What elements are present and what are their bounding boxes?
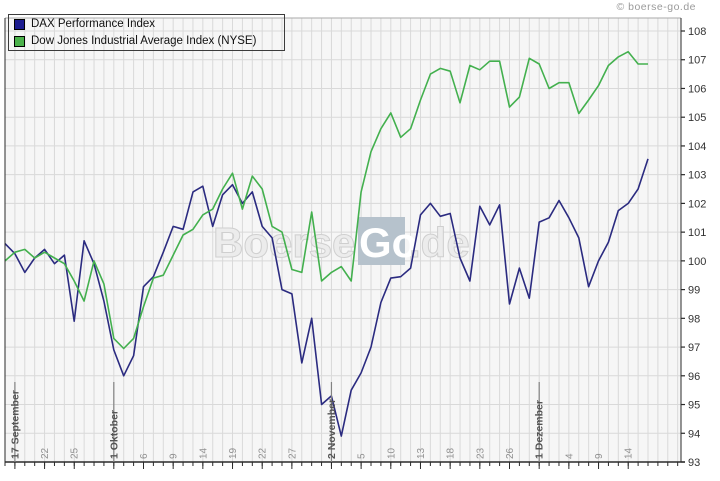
x-axis-label: 2 November [326,399,338,459]
watermark-text-go: Go [359,219,417,266]
x-axis-label: 26 [505,447,516,459]
x-axis-label: 27 [287,447,298,459]
x-axis-labels: 17 September 22 25 1 Oktober 6 9 14 19 22 27 2 Nov… [9,390,634,459]
legend-label-dow: Dow Jones Industrial Average Index (NYSE… [31,35,257,47]
x-axis-label: 18 [446,447,457,459]
x-axis-label: 14 [198,447,209,459]
y-axis-label: 105 [688,112,706,124]
data-series [4,50,649,437]
x-axis-label: 4 [564,453,575,459]
y-axis-label: 101 [688,227,706,239]
y-axis-label: 99 [688,285,700,297]
y-axis-label: 102 [688,198,706,210]
x-axis-label: 6 [139,453,150,459]
x-axis-label: 9 [594,453,605,459]
watermark: Boerse Go .de [213,217,470,267]
plot-background [5,18,681,462]
legend-label-dax: DAX Performance Index [31,18,156,30]
y-axis-label: 104 [688,141,706,153]
dax-color-swatch [14,18,25,30]
y-axis-label: 100 [688,256,706,268]
y-axis-label: 107 [688,55,706,67]
copyright-text: © boerse-go.de [616,1,696,13]
y-axis-label: 108 [688,26,706,38]
x-axis-label: 1 Dezember [534,400,546,459]
y-axis-label: 106 [688,83,706,95]
y-axis-label: 93 [688,457,700,469]
x-axis-label: 22 [258,447,269,459]
watermark-go-box [358,217,405,265]
x-axis-label: 23 [475,447,486,459]
x-axis-label: 1 Oktober [108,410,120,459]
y-axis-label: 95 [688,400,700,412]
x-axis-label: 19 [228,447,239,459]
x-axis-label: 25 [70,447,81,459]
x-axis-label: 17 September [9,390,21,459]
x-axis-label: 13 [416,447,427,459]
dow-color-swatch [14,35,25,47]
y-axis-labels: 93 94 95 96 97 98 99 100 101 102 103 104 105 106 107 10… [688,26,706,469]
y-axis-label: 96 [688,371,700,383]
x-axis-label: 10 [386,447,397,459]
y-axis-label: 103 [688,170,706,182]
y-axis-label: 94 [688,428,700,440]
axes [4,17,685,469]
x-axis-label: 5 [357,453,368,459]
legend-item-dax: DAX Performance Index [14,17,284,31]
gridlines [5,18,681,462]
y-axis-label: 98 [688,313,700,325]
x-axis-label: 22 [40,447,51,459]
y-axis-label: 97 [688,342,700,354]
legend-item-dow: Dow Jones Industrial Average Index (NYSE… [14,34,284,48]
x-axis-label: 14 [624,447,635,459]
legend-box: DAX Performance Index Dow Jones Industri… [8,14,285,51]
x-axis-label: 9 [169,453,180,459]
